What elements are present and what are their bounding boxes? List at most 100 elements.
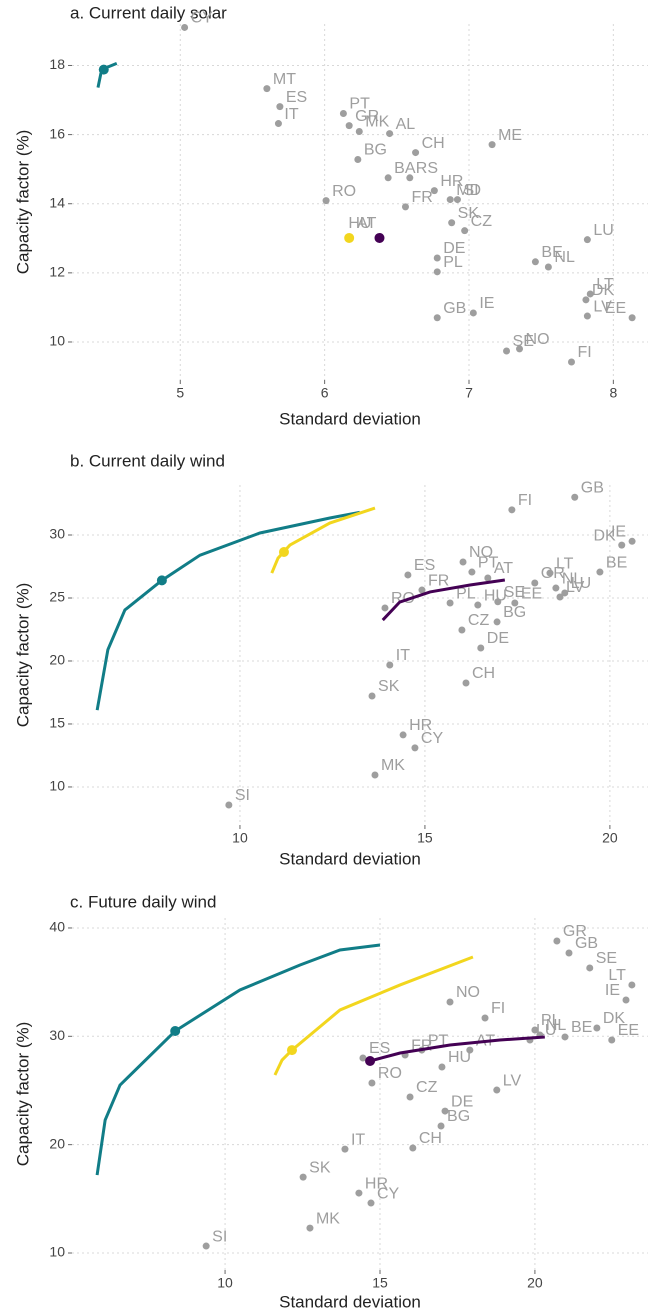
highlight-point [374,232,385,243]
point-label: CY [191,10,214,27]
point-label: LT [608,967,626,984]
point-label: NL [546,1017,567,1034]
point-label: FI [491,1000,505,1017]
point-label: IT [396,647,410,664]
y-tick-label: 10 [49,1244,65,1260]
point [461,227,469,235]
y-tick-label: 10 [49,333,65,349]
point-label: SE [596,950,617,967]
point-label: CZ [416,1079,438,1096]
x-tick-label: 7 [465,385,473,401]
point [341,1145,349,1153]
point-label: IE [605,982,620,999]
point [462,679,470,687]
point [516,345,524,353]
point [582,296,590,304]
y-tick-label: 30 [49,1027,65,1043]
point [531,579,539,587]
point [586,964,594,972]
x-axis-label: Standard deviation [279,409,421,428]
point [368,1079,376,1087]
point-label: FR [428,572,449,589]
point [446,599,454,607]
point-label: EE [605,300,626,317]
point-label: NO [526,331,550,348]
point [571,493,579,501]
point-label: ES [369,1040,390,1057]
point-label: RO [378,1065,402,1082]
point [409,1144,417,1152]
frontier-line [273,955,474,1076]
point [384,174,392,182]
y-tick-label: 20 [49,652,65,668]
point [401,203,409,211]
point-label: SI [463,182,478,199]
point [368,692,376,700]
point-label: MD [456,182,481,199]
highlight-point [98,64,109,75]
point-label: SI [235,787,250,804]
point [418,586,426,594]
point-label: LU [593,222,613,239]
point-label: SE [504,584,525,601]
highlight-point [278,547,289,558]
point [181,23,189,31]
point [596,568,604,576]
frontier-line [270,506,376,574]
point-label: PL [456,585,476,602]
highlight-point [156,575,167,586]
point [593,1024,601,1032]
x-tick-label: 10 [232,830,248,846]
point [359,1054,367,1062]
point-label: MK [316,1210,340,1227]
point-label: SK [458,205,480,222]
point [459,558,467,566]
point-label: LV [566,579,585,596]
point-label: CH [472,665,495,682]
point [355,127,363,135]
point-label: PL [443,254,463,271]
frontier-line [369,1035,545,1063]
point-label: SI [212,1228,227,1245]
point [484,574,492,582]
point-label: CY [377,1185,400,1202]
point-label: IE [479,295,494,312]
point [322,197,330,205]
y-axis-label: Capacity factor (%) [13,583,32,728]
point-label: GB [575,935,598,952]
point-label: BE [541,244,562,261]
point [508,506,516,514]
point-label: EE [521,585,542,602]
point [411,744,419,752]
point-label: GR [355,108,379,125]
point [481,1014,489,1022]
point [474,601,482,609]
panel-title: a. Current daily solar [70,3,227,22]
point [433,314,441,322]
point [386,661,394,669]
point-label: IT [284,106,298,123]
y-tick-label: 25 [49,589,65,605]
y-tick-label: 12 [49,264,65,280]
point-label: DE [443,240,465,257]
point-label: PT [478,554,499,571]
x-tick-label: 20 [527,1275,543,1291]
point-label: SE [513,333,534,350]
point-label: LT [556,555,574,572]
y-tick-label: 20 [49,1135,65,1151]
point-label: RO [332,183,356,200]
frontier-line [95,510,361,711]
point-label: EE [618,1022,639,1039]
highlight-point [344,232,355,243]
point-label: AT [357,215,376,232]
point [441,1107,449,1115]
point-label: LV [593,298,612,315]
point [339,110,347,118]
point-label: BG [364,142,387,159]
y-tick-label: 16 [49,125,65,141]
point [565,949,573,957]
point [583,236,591,244]
point [458,626,466,634]
y-axis-label: Capacity factor (%) [13,130,32,275]
point [355,1189,363,1197]
